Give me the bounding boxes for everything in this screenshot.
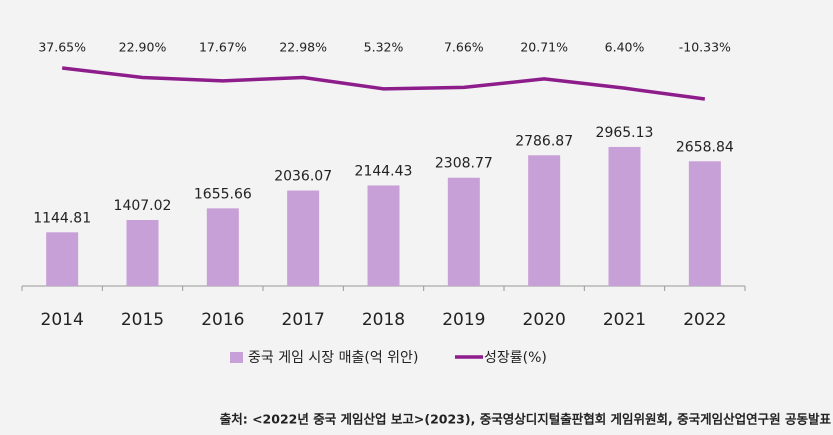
bar	[126, 220, 159, 286]
bar-value-label: 1655.66	[194, 186, 252, 202]
bar	[528, 155, 561, 286]
bar-value-label: 1144.81	[33, 210, 91, 226]
bar	[367, 185, 400, 286]
line-value-label: 17.67%	[199, 40, 247, 55]
line-value-label: 20.71%	[520, 40, 568, 55]
line-value-label: 22.90%	[119, 40, 167, 55]
bar	[206, 208, 239, 286]
growth-line	[61, 66, 706, 101]
bar-value-label: 2658.84	[676, 139, 734, 155]
x-tick-label: 2017	[282, 310, 325, 330]
x-tick-label: 2020	[523, 310, 566, 330]
line-value-label: 6.40%	[605, 40, 645, 55]
bar	[608, 146, 641, 286]
x-tick-label: 2016	[201, 310, 244, 330]
bar-value-label: 2786.87	[515, 133, 573, 149]
legend-swatch	[230, 352, 243, 363]
line-value-label: 37.65%	[38, 40, 86, 55]
x-tick-label: 2021	[603, 310, 646, 330]
line-value-label: 22.98%	[279, 40, 327, 55]
bar	[688, 161, 721, 286]
x-tick-label: 2014	[41, 310, 84, 330]
bar	[46, 232, 79, 286]
bar-value-label: 2965.13	[596, 125, 654, 141]
bar-value-label: 2308.77	[435, 156, 493, 172]
bar	[287, 190, 320, 286]
x-tick-label: 2015	[121, 310, 164, 330]
line-value-label: -10.33%	[679, 40, 731, 55]
bar-value-label: 2144.43	[355, 163, 413, 179]
bar-value-label: 1407.02	[114, 198, 172, 214]
bar	[447, 177, 480, 286]
line-value-label: 7.66%	[444, 40, 484, 55]
bar-value-label: 2036.07	[274, 169, 332, 185]
line-value-label: 5.32%	[364, 40, 404, 55]
source-note: 출처: <2022년 중국 게임산업 보고>(2023), 중국영상디지털출판협…	[220, 412, 832, 427]
legend-label: 성장률(%)	[484, 350, 547, 366]
x-tick-label: 2019	[442, 310, 485, 330]
x-tick-label: 2022	[683, 310, 726, 330]
legend-label: 중국 게임 시장 매출(억 위안)	[248, 350, 418, 366]
x-tick-label: 2018	[362, 310, 405, 330]
